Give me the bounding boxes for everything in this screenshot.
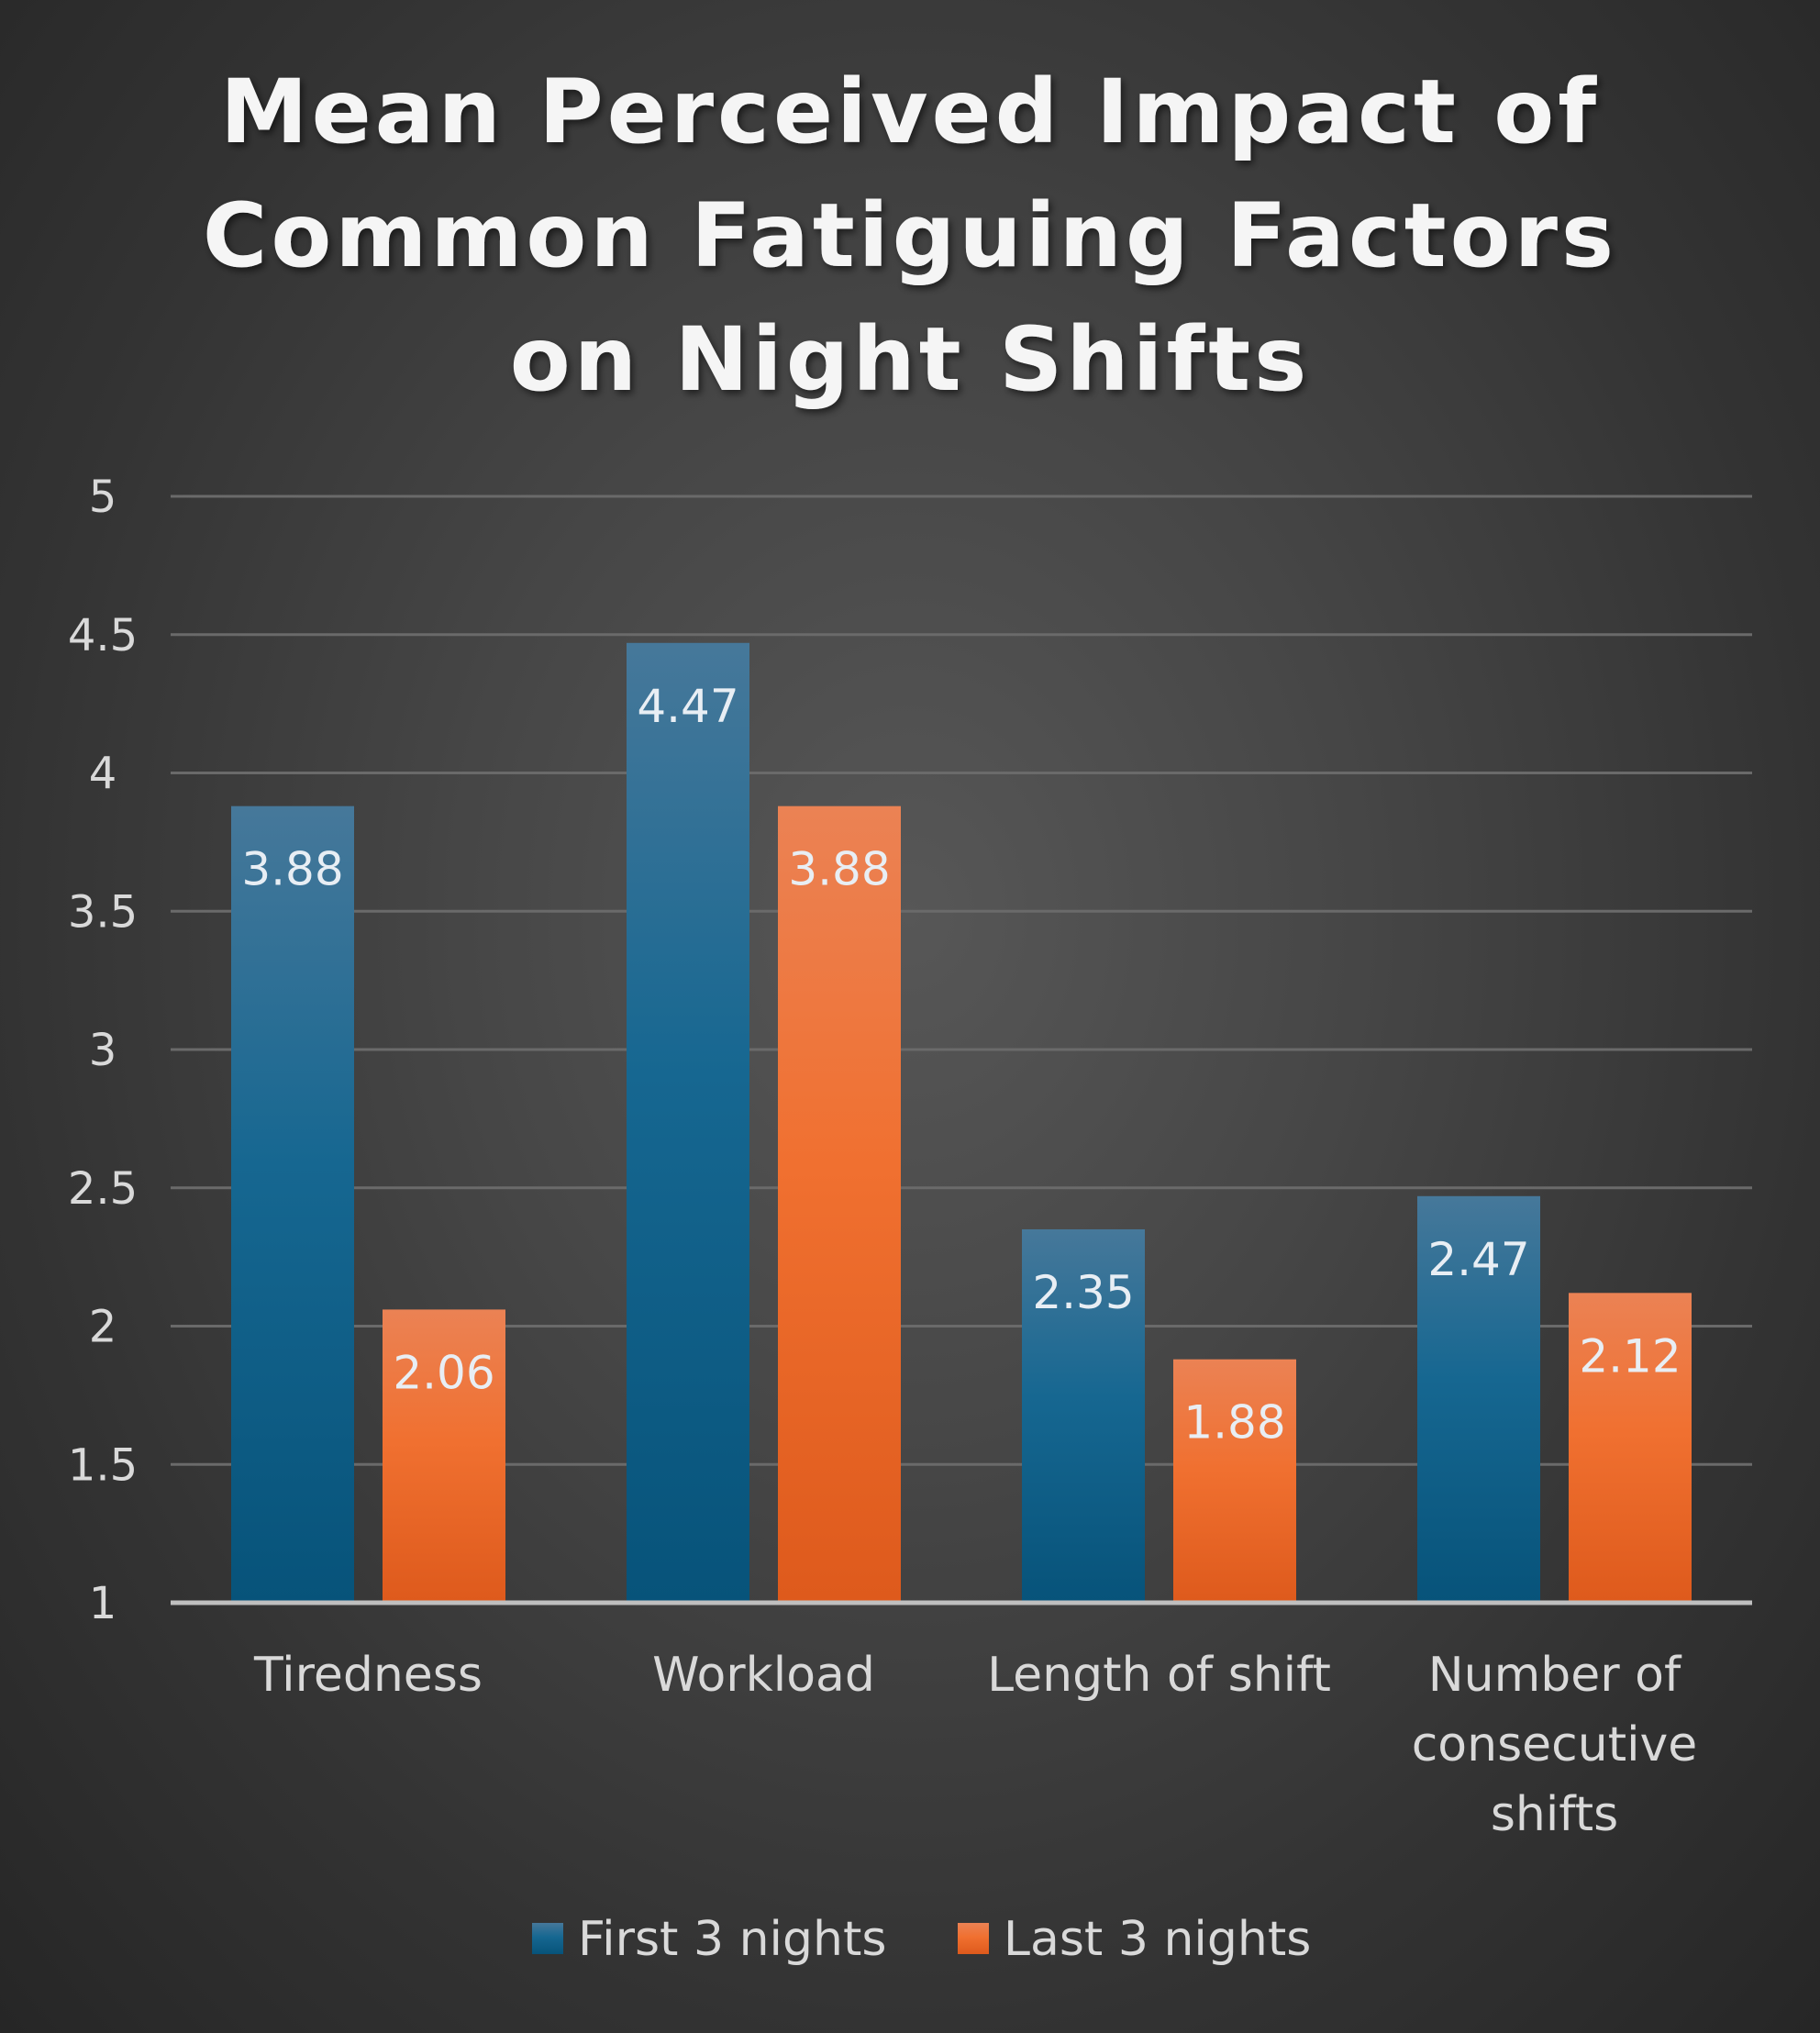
data-label: 2.35 [1032,1266,1134,1319]
data-label: 4.47 [637,680,738,733]
data-labels: 3.88 2.06 4.47 3.88 2.35 1.88 2.47 2.12 [241,680,1681,1450]
y-tick-label: 2.5 [68,1163,138,1215]
data-label: 2.12 [1579,1329,1681,1383]
data-label: 3.88 [788,843,890,896]
y-tick-label: 3.5 [68,886,138,938]
bar [1569,1293,1692,1603]
y-axis-ticks: 1 1.5 2 2.5 3 3.5 4 4.5 5 [68,472,138,1629]
bar [383,1309,505,1603]
legend-swatch [958,1923,989,1954]
y-tick-label: 5 [89,472,117,523]
legend: First 3 nights Last 3 nights [532,1912,1311,1967]
y-tick-label: 3 [89,1025,117,1076]
category-label: Number of [1428,1648,1682,1703]
data-label: 1.88 [1183,1396,1285,1450]
y-tick-label: 1 [89,1578,117,1629]
chart-title-line-2: Common Fatiguing Factors [203,184,1617,287]
y-tick-label: 4 [89,749,117,800]
bar [231,805,354,1603]
bars [231,642,1692,1604]
y-tick-label: 4.5 [68,610,138,661]
legend-swatch [532,1923,563,1954]
category-label: Workload [652,1648,875,1703]
data-label: 2.47 [1427,1233,1529,1286]
category-label: Tiredness [253,1648,483,1703]
chart-title-line-1: Mean Perceived Impact of [220,61,1600,163]
bar [1417,1195,1540,1603]
legend-label: First 3 nights [578,1912,886,1967]
bar [778,805,901,1603]
data-label: 2.06 [393,1346,494,1399]
category-label: consecutive [1412,1717,1698,1772]
y-tick-label: 2 [89,1302,117,1353]
data-label: 3.88 [241,843,343,896]
chart-title-line-3: on Night Shifts [510,308,1311,411]
category-label: shifts [1491,1787,1618,1842]
legend-label: Last 3 nights [1004,1912,1311,1967]
category-label: Length of shift [987,1648,1331,1703]
bar [1173,1359,1296,1603]
x-axis-categories: Tiredness Workload Length of shift Number o… [253,1648,1697,1842]
bar [627,642,749,1604]
y-tick-label: 1.5 [68,1439,138,1491]
bar [1022,1228,1145,1603]
chart-title: Mean Perceived Impact of Common Fatiguin… [203,61,1617,411]
